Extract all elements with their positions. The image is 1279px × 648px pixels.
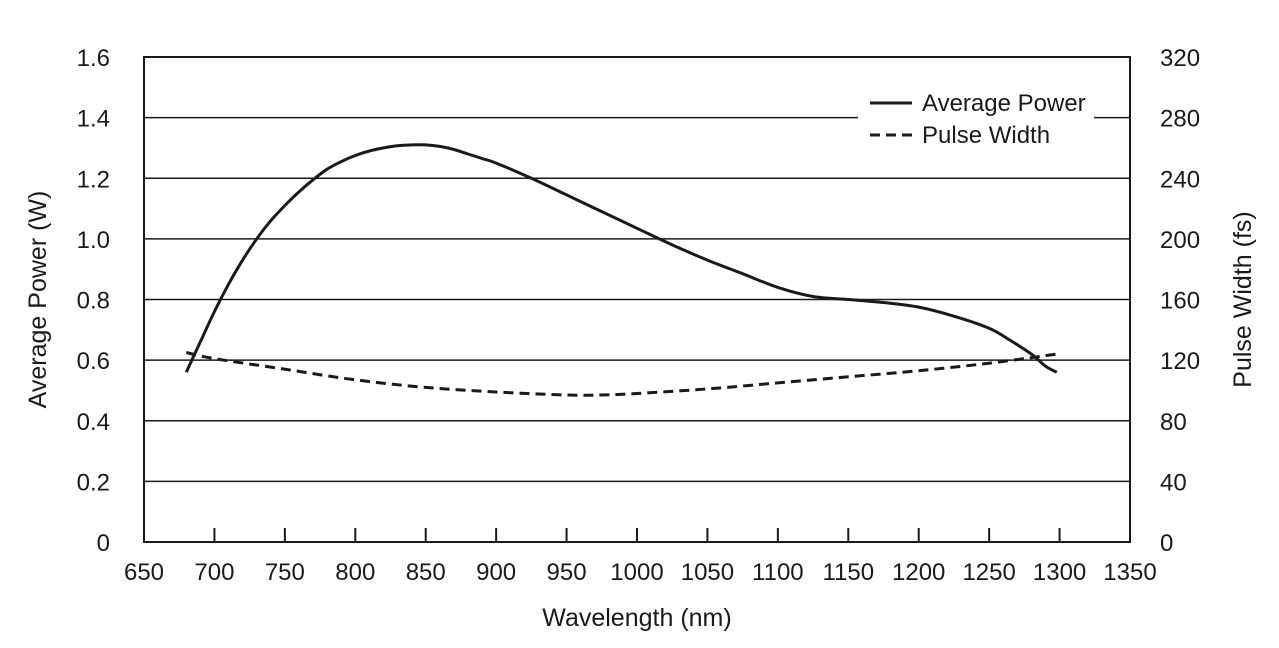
y-axis-ticks: 0 0.2 0.4 0.6 0.8 1.0 1.2 1.4 1.6 bbox=[77, 45, 110, 557]
x-tick-label: 1200 bbox=[892, 559, 945, 586]
y-tick-label: 0.2 bbox=[77, 469, 110, 496]
y2-tick-label: 80 bbox=[1160, 409, 1187, 436]
y-tick-label: 1.6 bbox=[77, 45, 110, 72]
y2-tick-label: 160 bbox=[1160, 288, 1200, 315]
y2-axis-ticks: 0 40 80 120 160 200 240 280 320 bbox=[1160, 45, 1200, 557]
legend: Average Power Pulse Width bbox=[858, 84, 1094, 154]
x-tick-label: 1000 bbox=[610, 559, 663, 586]
y2-tick-label: 280 bbox=[1160, 106, 1200, 133]
legend-background bbox=[858, 84, 1094, 154]
series-line-pulse-width bbox=[185, 351, 1057, 397]
x-tick-label: 900 bbox=[476, 559, 516, 586]
series-line-average-power bbox=[184, 143, 1058, 374]
y-tick-label: 0.8 bbox=[77, 288, 110, 315]
y2-tick-label: 40 bbox=[1160, 469, 1187, 496]
x-tick-label: 650 bbox=[124, 559, 164, 586]
data-series bbox=[184, 143, 1058, 397]
x-tick-label: 950 bbox=[547, 559, 587, 586]
y2-tick-label: 320 bbox=[1160, 45, 1200, 72]
y2-axis-label: Pulse Width (fs) bbox=[1229, 211, 1257, 387]
y-tick-label: 1.0 bbox=[77, 227, 110, 254]
x-tick-label: 1300 bbox=[1033, 559, 1086, 586]
legend-label-pulse-width: Pulse Width bbox=[922, 122, 1050, 149]
x-tick-label: 750 bbox=[265, 559, 305, 586]
legend-label-average-power: Average Power bbox=[922, 90, 1086, 117]
x-tick-label: 850 bbox=[406, 559, 446, 586]
x-axis-ticks: 650 700 750 800 850 900 950 1000 1050 1100 1150 120… bbox=[124, 528, 1157, 586]
x-axis-label: Wavelength (nm) bbox=[542, 604, 731, 632]
y-tick-label: 1.4 bbox=[77, 106, 110, 133]
y-tick-label: 0 bbox=[97, 530, 110, 557]
y2-tick-label: 200 bbox=[1160, 227, 1200, 254]
x-tick-label: 1250 bbox=[962, 559, 1015, 586]
x-tick-label: 1100 bbox=[752, 559, 804, 586]
y2-tick-label: 0 bbox=[1160, 530, 1173, 557]
x-tick-label: 800 bbox=[335, 559, 375, 586]
y-tick-label: 0.6 bbox=[77, 348, 110, 375]
x-tick-label: 700 bbox=[194, 559, 234, 586]
y2-tick-label: 120 bbox=[1160, 348, 1200, 375]
x-tick-label: 1150 bbox=[822, 559, 874, 586]
x-tick-label: 1350 bbox=[1103, 559, 1156, 586]
y-tick-label: 0.4 bbox=[77, 409, 110, 436]
x-tick-label: 1050 bbox=[681, 559, 734, 586]
y2-tick-label: 240 bbox=[1160, 166, 1200, 193]
y-tick-label: 1.2 bbox=[77, 166, 110, 193]
y-axis-label: Average Power (W) bbox=[24, 191, 52, 409]
grid-lines bbox=[144, 116, 1130, 483]
